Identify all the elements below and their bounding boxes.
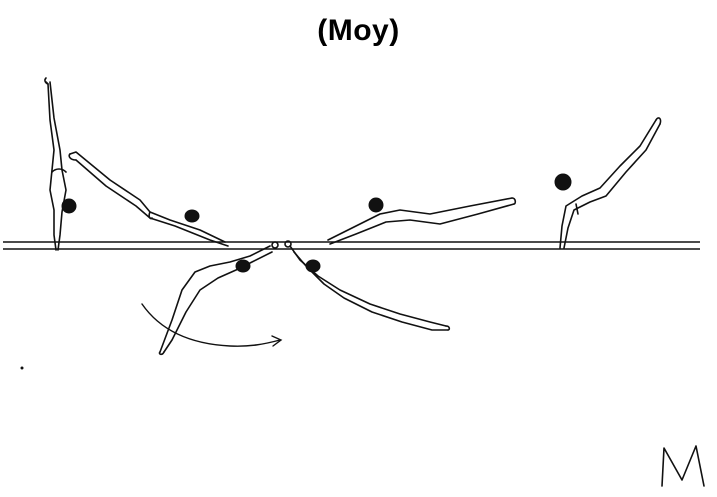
head (184, 209, 200, 223)
figure-handstand-start (44, 77, 77, 251)
head (61, 198, 77, 214)
figure-under-bar-swing-right (284, 240, 451, 331)
parallel-bars (3, 241, 700, 250)
diagram-title: (Moy) (317, 14, 400, 47)
figure-final-support-piked (554, 117, 662, 249)
figure-support-extension (327, 197, 517, 245)
head (235, 259, 251, 273)
head (554, 173, 572, 191)
figure-under-bar-swing-left (158, 241, 279, 356)
head (368, 197, 384, 213)
figure-descent-lean (68, 151, 229, 247)
difficulty-symbol-mark (661, 445, 705, 487)
head (305, 259, 321, 273)
swing-direction-arrow (141, 303, 283, 347)
stray-mark (20, 366, 24, 370)
